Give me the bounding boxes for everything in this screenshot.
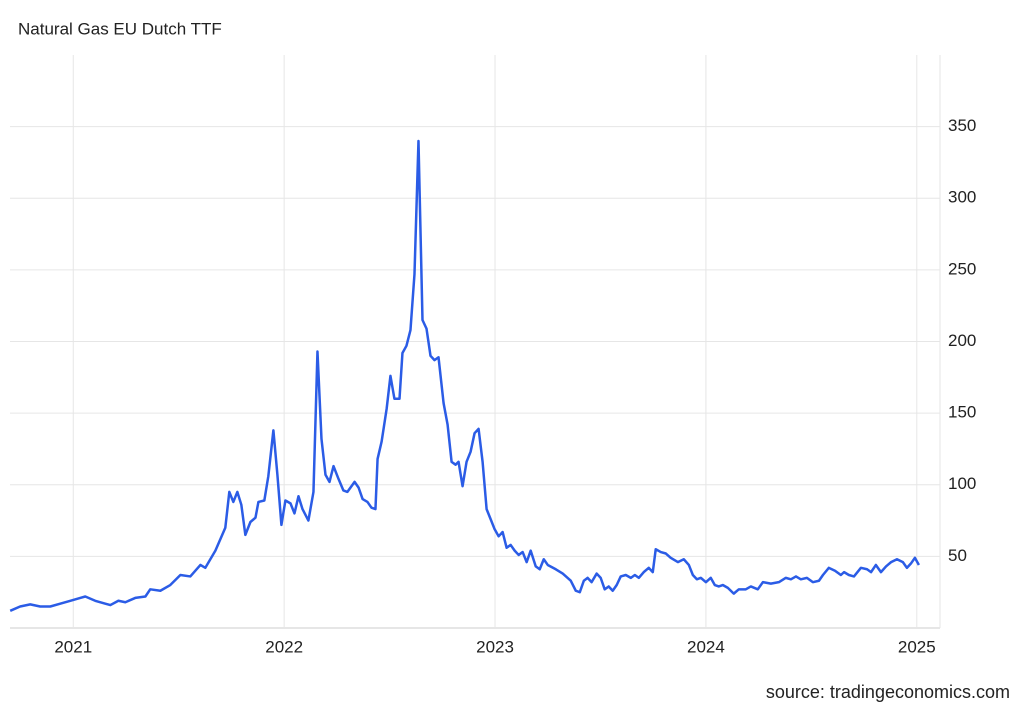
- y-tick-label: 300: [948, 188, 976, 207]
- y-tick-label: 150: [948, 403, 976, 422]
- y-tick-label: 350: [948, 116, 976, 135]
- x-tick-label: 2023: [476, 637, 514, 656]
- source: source: tradingeconomics.com: [766, 682, 1010, 702]
- y-tick-label: 100: [948, 474, 976, 493]
- x-tick-label: 2021: [54, 637, 92, 656]
- y-tick-label: 250: [948, 259, 976, 278]
- chart-title: Natural Gas EU Dutch TTF: [18, 19, 222, 38]
- x-tick-label: 2024: [687, 637, 725, 656]
- x-tick-label: 2022: [265, 637, 303, 656]
- y-tick-label: 50: [948, 546, 967, 565]
- x-tick-label: 2025: [898, 637, 936, 656]
- y-tick-label: 200: [948, 331, 976, 350]
- price-line: [9, 139, 921, 612]
